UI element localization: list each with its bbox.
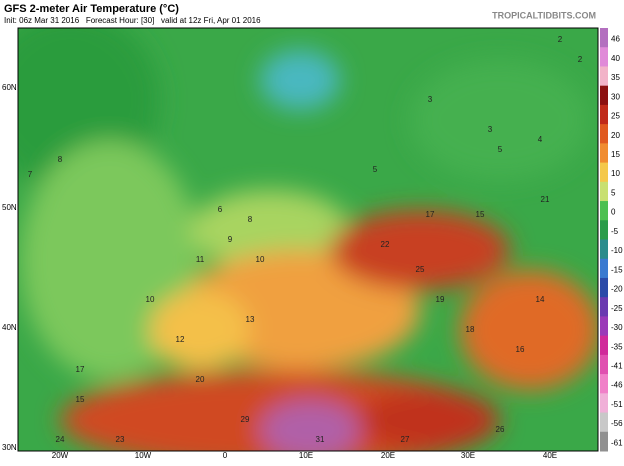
- lon-label: 10E: [299, 451, 313, 460]
- colorbar-swatch: [600, 143, 608, 164]
- colorbar-swatch: [600, 412, 608, 433]
- map-value: 9: [228, 235, 233, 244]
- colorbar-label: 10: [611, 169, 620, 178]
- title: GFS 2-meter Air Temperature (°C): [4, 3, 179, 15]
- lon-label: 10W: [135, 451, 152, 460]
- colorbar-label: -41: [611, 362, 623, 371]
- colorbar-label: -46: [611, 381, 623, 390]
- colorbar-swatch: [600, 393, 608, 414]
- map-value: 10: [146, 295, 155, 304]
- subtitle: Init: 06z Mar 31 2016 Forecast Hour: [30…: [4, 16, 261, 25]
- map-value: 19: [436, 295, 445, 304]
- colorbar-swatch: [600, 277, 608, 298]
- colorbar-swatch: [600, 258, 608, 279]
- map-value: 20: [196, 375, 205, 384]
- colorbar-swatch: [600, 239, 608, 260]
- map-value: 25: [416, 265, 425, 274]
- colorbar-label: -15: [611, 265, 623, 274]
- map-value: 15: [76, 395, 85, 404]
- lon-label: 0: [223, 451, 228, 460]
- colorbar-swatch: [600, 28, 608, 48]
- colorbar-label: -61: [611, 438, 623, 447]
- colorbar-label: -56: [611, 419, 623, 428]
- map-value: 29: [241, 415, 250, 424]
- site: TROPICALTIDBITS.COM: [492, 10, 596, 20]
- colorbar-swatch: [600, 85, 608, 106]
- map-value: 17: [76, 365, 85, 374]
- colorbar-swatch: [600, 431, 608, 452]
- map-value: 16: [516, 345, 525, 354]
- map-value: 13: [246, 315, 255, 324]
- map-value: 8: [248, 215, 253, 224]
- map-value: 18: [466, 325, 475, 334]
- map-value: 14: [536, 295, 545, 304]
- map-value: 23: [116, 435, 125, 444]
- map-value: 4: [538, 135, 543, 144]
- colorbar-label: 30: [611, 92, 620, 101]
- colorbar-swatch: [600, 354, 608, 375]
- colorbar-swatch: [600, 104, 608, 125]
- colorbar-swatch: [600, 201, 608, 221]
- map-value: 31: [316, 435, 325, 444]
- colorbar-label: 0: [611, 208, 616, 217]
- lon-label: 20W: [52, 451, 69, 460]
- map: [18, 28, 598, 451]
- colorbar-swatch: [600, 316, 608, 337]
- colorbar-label: 5: [611, 188, 616, 197]
- colorbar-swatch: [600, 335, 608, 356]
- map-value: 24: [56, 435, 65, 444]
- colorbar-swatch: [600, 220, 608, 240]
- map-value: 6: [218, 205, 223, 214]
- map-value: 7: [28, 170, 33, 179]
- map-value: 26: [496, 425, 505, 434]
- map-value: 2: [578, 55, 583, 64]
- colorbar-label: -20: [611, 285, 623, 294]
- map-frame: [17, 27, 599, 452]
- colorbar-label: -51: [611, 400, 623, 409]
- map-value: 2: [558, 35, 563, 44]
- map-value: 17: [426, 210, 435, 219]
- colorbar-label: -35: [611, 342, 623, 351]
- lat-label: 60N: [2, 83, 17, 92]
- map-value: 27: [401, 435, 410, 444]
- colorbar-label: -30: [611, 323, 623, 332]
- colorbar-swatch: [600, 181, 608, 202]
- colorbar-swatch: [600, 297, 608, 317]
- lon-label: 30E: [461, 451, 475, 460]
- lat-label: 40N: [2, 323, 17, 332]
- map-value: 3: [428, 95, 433, 104]
- lat-label: 30N: [2, 443, 17, 452]
- map-value: 10: [256, 255, 265, 264]
- colorbar-label: 20: [611, 131, 620, 140]
- lat-label: 50N: [2, 203, 17, 212]
- colorbar-label: 15: [611, 150, 620, 159]
- colorbar-swatch: [600, 124, 608, 144]
- map-value: 5: [373, 165, 378, 174]
- colorbar-label: 46: [611, 35, 620, 44]
- colorbar-swatch: [600, 162, 608, 183]
- colorbar-label: 40: [611, 54, 620, 63]
- map-value: 8: [58, 155, 63, 164]
- lon-label: 40E: [543, 451, 557, 460]
- colorbar-swatch: [600, 47, 608, 67]
- colorbar-swatch: [600, 374, 608, 394]
- lon-label: 20E: [381, 451, 395, 460]
- colorbar-swatch: [600, 66, 608, 87]
- colorbar-label: 25: [611, 112, 620, 121]
- colorbar-label: -5: [611, 227, 619, 236]
- map-value: 5: [498, 145, 503, 154]
- colorbar-label: -10: [611, 246, 623, 255]
- map-value: 15: [476, 210, 485, 219]
- map-value: 3: [488, 125, 493, 134]
- colorbar-label: -25: [611, 304, 623, 313]
- map-value: 21: [541, 195, 550, 204]
- colorbar-label: 35: [611, 73, 620, 82]
- map-value: 11: [196, 255, 205, 264]
- map-value: 22: [381, 240, 390, 249]
- map-value: 12: [176, 335, 185, 344]
